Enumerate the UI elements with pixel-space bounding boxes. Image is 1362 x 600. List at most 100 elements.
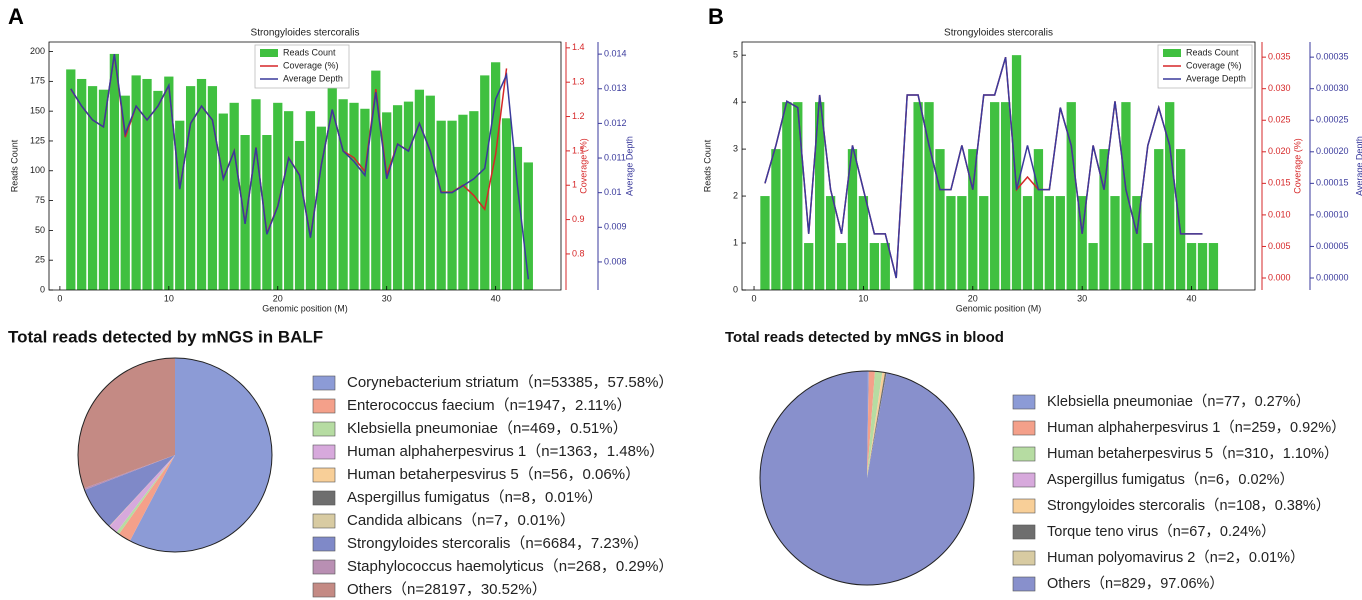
legend-label: Klebsiella pneumoniae（n=469，0.51%） xyxy=(347,420,628,437)
bar xyxy=(327,87,337,290)
legend-label: Corynebacterium striatum（n=53385，57.58%） xyxy=(347,374,673,391)
legend-box xyxy=(1157,44,1253,89)
bar xyxy=(1055,196,1065,290)
bar xyxy=(120,95,130,291)
line-series xyxy=(764,56,1203,279)
legend-swatch xyxy=(260,49,278,57)
legend-name: Human alphaherpesvirus 1 xyxy=(347,443,526,460)
bar xyxy=(935,149,945,290)
legend-swatch xyxy=(1163,49,1181,57)
legend-name: Torque teno virus xyxy=(1047,524,1158,540)
bar xyxy=(793,102,803,290)
bar xyxy=(153,90,163,290)
bar xyxy=(1165,102,1175,290)
bar xyxy=(815,102,825,290)
legend-label: Torque teno virus（n=67，0.24%） xyxy=(1047,523,1276,540)
bar xyxy=(523,162,533,290)
bar xyxy=(880,243,890,290)
bar xyxy=(924,102,934,290)
y3-tick-label: 0.00015 xyxy=(1316,178,1349,188)
legend-label: Aspergillus fumigatus（n=6，0.02%） xyxy=(1047,471,1294,488)
legend-label: Others（n=829，97.06%） xyxy=(1047,575,1224,592)
x-tick-label: 20 xyxy=(273,293,283,303)
bar xyxy=(1143,243,1153,290)
bar xyxy=(77,78,87,290)
bar xyxy=(1033,149,1044,290)
legend-name: Human polyomavirus 2 xyxy=(1047,550,1195,566)
y2-tick-label: 0.025 xyxy=(1268,115,1291,125)
legend-label: Human alphaherpesvirus 1（n=259，0.92%） xyxy=(1047,419,1346,436)
bar xyxy=(305,111,316,291)
bar xyxy=(1066,102,1076,290)
y3-tick-label: 0.00035 xyxy=(1316,52,1349,62)
bar xyxy=(273,102,283,290)
bar xyxy=(218,113,228,291)
bar xyxy=(316,126,326,291)
legend-label: Aspergillus fumigatus（n=8，0.01%） xyxy=(347,489,603,506)
bar xyxy=(109,53,119,290)
bar xyxy=(1154,149,1164,290)
bar xyxy=(782,102,792,290)
pie-slice xyxy=(83,455,175,490)
bar xyxy=(164,76,174,290)
pie-slice xyxy=(867,371,875,478)
bar xyxy=(968,149,978,290)
legend-label: Average Depth xyxy=(283,73,343,83)
y3-tick-label: 0.01 xyxy=(604,187,622,197)
pie-title: Total reads detected by mNGS in BALF xyxy=(8,327,323,346)
legend-swatch xyxy=(312,559,336,575)
bar xyxy=(240,135,250,290)
bar xyxy=(360,108,370,291)
y3-tick-label: 0.008 xyxy=(604,256,627,266)
bar xyxy=(913,102,923,290)
pie-slice xyxy=(867,372,887,478)
legend-label: Reads Count xyxy=(1186,47,1239,57)
bar xyxy=(447,120,457,290)
legend-swatch xyxy=(312,375,336,391)
pie-slice xyxy=(867,371,869,478)
bar xyxy=(1044,196,1055,290)
bar xyxy=(480,75,490,290)
pie-outline xyxy=(759,370,975,586)
bar xyxy=(371,70,381,290)
legend-swatch xyxy=(1012,576,1036,592)
bar xyxy=(1088,243,1098,290)
x-tick-label: 30 xyxy=(1077,293,1087,303)
bar xyxy=(66,69,76,290)
legend-value: （n=6，0.02%） xyxy=(1185,471,1294,488)
bar xyxy=(414,89,425,290)
legend-value: （n=1363，1.48%） xyxy=(526,443,664,460)
legend-value: （n=67，0.24%） xyxy=(1158,523,1275,540)
pie-slice xyxy=(84,455,175,527)
y2-tick-label: 1.4 xyxy=(572,42,585,52)
legend-swatch xyxy=(312,444,336,460)
y-tick-label: 4 xyxy=(733,96,738,106)
legend-swatch xyxy=(1012,394,1036,410)
legend-label: Strongyloides stercoralis（n=6684，7.23%） xyxy=(347,535,648,552)
bar xyxy=(869,243,880,290)
y3-axis-label: Average Depth xyxy=(624,136,634,196)
pie-slice xyxy=(109,455,175,527)
bar xyxy=(990,102,1000,290)
legend-label: Enterococcus faecium（n=1947，2.11%） xyxy=(347,397,631,414)
legend-value: （n=108，0.38%） xyxy=(1205,497,1330,514)
bar xyxy=(760,196,770,290)
pie-slice xyxy=(867,372,883,478)
bar xyxy=(491,62,501,291)
y2-tick-label: 0.9 xyxy=(572,214,585,224)
pie-slice xyxy=(109,455,175,533)
legend-label: Strongyloides stercoralis（n=108，0.38%） xyxy=(1047,497,1330,514)
chart-title: Strongyloides stercoralis xyxy=(251,28,360,39)
legend-name: Klebsiella pneumoniae xyxy=(1047,394,1193,410)
y-tick-label: 1 xyxy=(733,237,738,247)
y3-tick-label: 0.012 xyxy=(604,118,627,128)
legend-swatch xyxy=(312,513,336,529)
bar xyxy=(262,135,272,290)
pie-title: Total reads detected by mNGS in blood xyxy=(725,329,1004,346)
y-tick-label: 3 xyxy=(733,143,738,153)
y2-tick-label: 0.030 xyxy=(1268,83,1291,93)
y2-tick-label: 0.035 xyxy=(1268,52,1291,62)
legend-swatch xyxy=(312,490,336,506)
y3-axis-label: Average Depth xyxy=(1354,136,1362,196)
